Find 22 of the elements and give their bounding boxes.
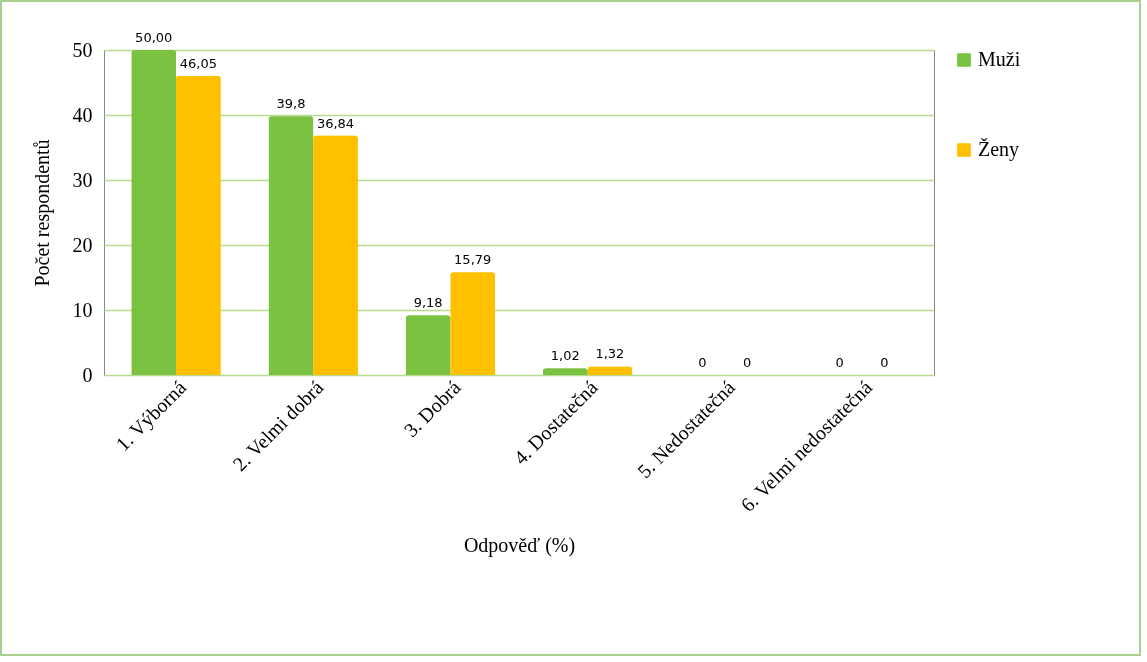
data-label: 0 xyxy=(742,355,752,370)
data-label: 50,00 xyxy=(135,30,173,45)
legend-label: Ženy xyxy=(978,138,1020,161)
y-tick-label: 0 xyxy=(82,363,93,386)
data-label: 15,79 xyxy=(454,252,492,268)
data-label: 9,18 xyxy=(413,295,443,311)
legend-label: Muži xyxy=(978,48,1021,70)
data-label: 36,84 xyxy=(316,115,355,131)
data-label: 1,02 xyxy=(550,348,580,364)
y-tick-label: 40 xyxy=(72,103,93,126)
data-label: 0 xyxy=(880,355,889,370)
x-axis-title: Odpověď (%) xyxy=(463,534,576,558)
data-label: 46,05 xyxy=(179,55,217,71)
data-label: 1,32 xyxy=(595,346,625,362)
data-label: 39,8 xyxy=(276,96,306,112)
y-axis-title: Počet respondentů xyxy=(30,139,54,287)
y-tick-label: 20 xyxy=(72,233,93,256)
y-tick-label: 10 xyxy=(72,298,93,321)
data-label: 0 xyxy=(835,355,844,370)
y-tick-label: 30 xyxy=(72,168,93,191)
y-tick-label: 50 xyxy=(72,38,93,61)
data-label: 0 xyxy=(698,355,707,370)
